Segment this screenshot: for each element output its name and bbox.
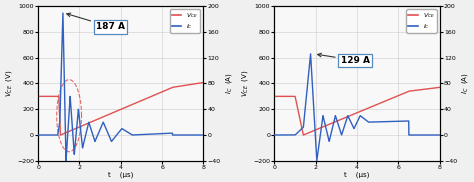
- Legend: $V_{CE}$, $I_C$: $V_{CE}$, $I_C$: [170, 9, 201, 33]
- Legend: $V_{CE}$, $I_C$: $V_{CE}$, $I_C$: [406, 9, 437, 33]
- X-axis label: t    (μs): t (μs): [345, 171, 370, 178]
- X-axis label: t    (μs): t (μs): [108, 171, 134, 178]
- Text: 187 A: 187 A: [67, 13, 125, 31]
- Text: 129 A: 129 A: [318, 53, 370, 65]
- Y-axis label: $I_C$  (A): $I_C$ (A): [224, 73, 234, 94]
- Y-axis label: $V_{CE}$  (V): $V_{CE}$ (V): [240, 70, 250, 97]
- Y-axis label: $V_{CE}$  (V): $V_{CE}$ (V): [4, 70, 14, 97]
- Y-axis label: $I_C$  (A): $I_C$ (A): [460, 73, 470, 94]
